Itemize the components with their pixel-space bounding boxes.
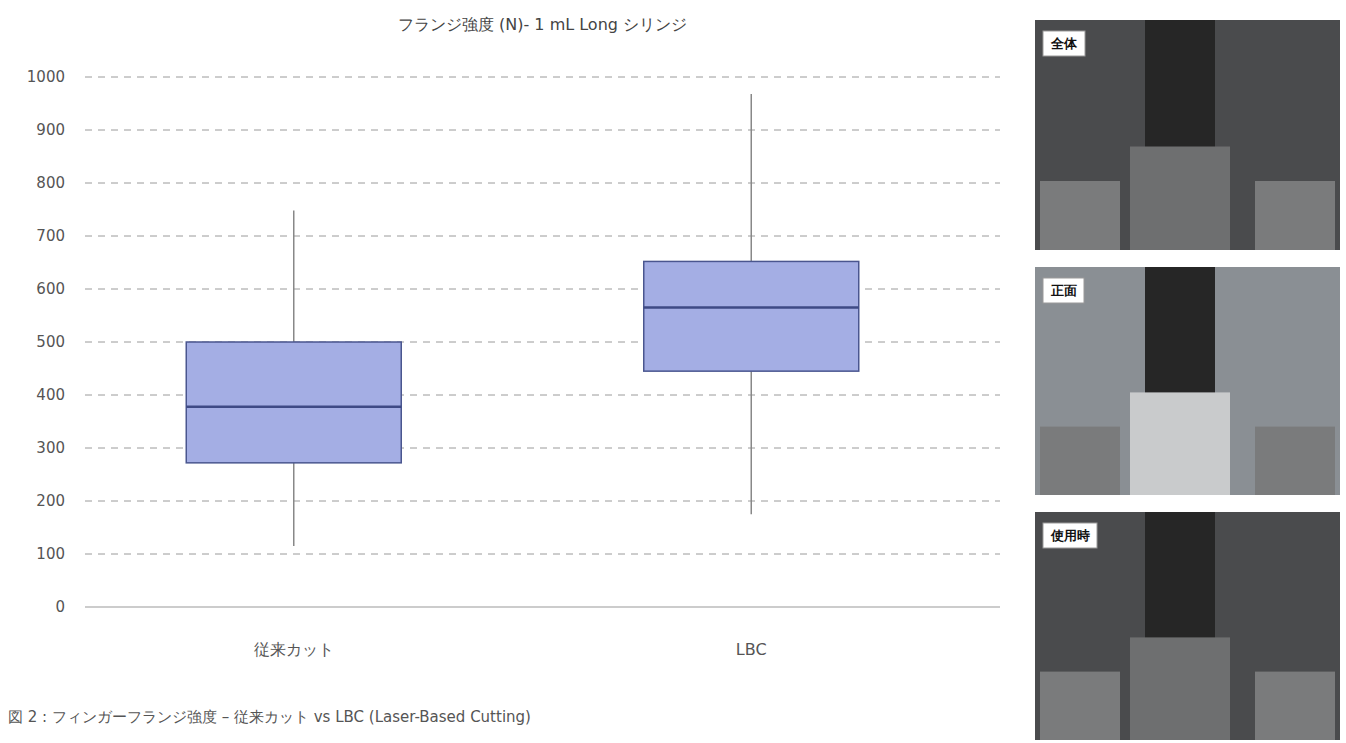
y-axis-range [85,77,86,607]
y-tick-label: 800 [36,174,65,192]
figure: フランジ強度 (N)- 1 mL Long シリンジ 0 100 200 300 400 5… [0,0,1346,743]
photo-label: 使用時 [1050,528,1090,543]
y-tick-label: 0 [55,598,65,616]
box [644,261,859,371]
whisker-upper [751,94,753,261]
y-tick-label: 900 [36,121,65,139]
photo-background [1035,267,1340,495]
y-tick-label: 600 [36,280,65,298]
x-tick-label: LBC [736,640,767,659]
y-tick-label: 200 [36,492,65,510]
caption: 図 2 : フィンガーフランジ強度 – 従来カット vs LBC (Laser-… [8,708,531,726]
x-tick-label: 従来カット [254,640,334,659]
grid-line [85,289,1000,290]
box [186,342,401,463]
photo-label-box [1043,523,1097,548]
photo-label-box [1043,278,1084,303]
photo-background [1035,512,1340,740]
chart-title: フランジ強度 (N)- 1 mL Long シリンジ [398,15,687,34]
grid-line [85,236,1000,237]
x-axis-line [85,606,1000,607]
whisker-lower [751,371,753,514]
y-tick-label: 500 [36,333,65,351]
y-tick-label: 400 [36,386,65,404]
photo: 正面 [1035,267,1340,495]
y-tick-label: 700 [36,227,65,245]
grid-line [85,77,1000,78]
photo-detail [1130,147,1230,251]
photo-detail [1130,637,1230,740]
photo-detail [1040,181,1120,250]
grid-line [85,183,1000,184]
y-tick-label: 300 [36,439,65,457]
boxes [186,94,859,546]
grid-line [85,501,1000,502]
photo: 使用時 [1035,512,1340,740]
y-tick-label: 100 [36,545,65,563]
photo-label-box [1043,31,1085,56]
y-tick-label: 1000 [27,68,65,86]
whisker-lower [293,463,295,546]
photo-label: 正面 [1050,283,1077,298]
photo-detail [1040,427,1120,495]
photo-detail [1255,427,1335,495]
grid-line [85,554,1000,555]
photo-detail [1130,392,1230,495]
photo-background [1035,20,1340,250]
median-line [644,306,859,309]
whisker-upper [293,211,295,342]
photo-detail [1255,181,1335,250]
grid [85,77,1000,554]
photo: 全体 [1035,20,1340,250]
photo-label: 全体 [1050,36,1078,51]
grid-line [85,130,1000,131]
photo-detail [1040,672,1120,740]
photo-detail [1255,672,1335,740]
median-line [186,405,401,408]
